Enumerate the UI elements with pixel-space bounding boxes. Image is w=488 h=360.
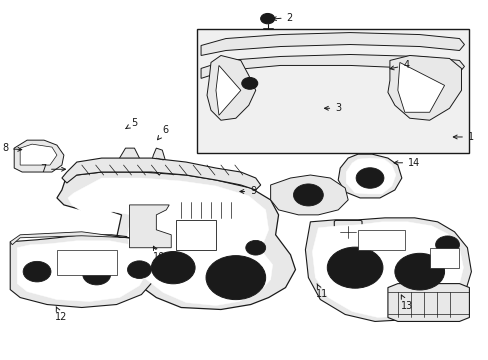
Text: 7: 7 xyxy=(40,164,65,174)
Polygon shape xyxy=(129,205,171,248)
Polygon shape xyxy=(10,232,156,250)
Circle shape xyxy=(435,236,459,253)
Text: 1: 1 xyxy=(452,132,473,142)
Circle shape xyxy=(264,17,270,21)
Polygon shape xyxy=(20,144,57,165)
Circle shape xyxy=(82,264,110,285)
Polygon shape xyxy=(312,222,463,318)
Polygon shape xyxy=(387,284,468,321)
Circle shape xyxy=(205,256,265,300)
Polygon shape xyxy=(201,32,464,55)
Polygon shape xyxy=(62,158,260,190)
Circle shape xyxy=(23,261,51,282)
Circle shape xyxy=(355,168,383,188)
Polygon shape xyxy=(201,54,464,78)
Circle shape xyxy=(394,253,444,290)
Circle shape xyxy=(241,77,257,89)
Text: 10: 10 xyxy=(153,246,165,262)
Polygon shape xyxy=(14,140,64,172)
FancyBboxPatch shape xyxy=(334,220,361,243)
Polygon shape xyxy=(346,158,395,194)
Circle shape xyxy=(293,184,323,206)
Text: 4: 4 xyxy=(389,60,408,70)
Text: 13: 13 xyxy=(400,295,412,311)
Text: 9: 9 xyxy=(240,186,256,197)
Circle shape xyxy=(151,252,195,284)
Bar xyxy=(197,28,468,153)
Polygon shape xyxy=(305,218,470,321)
Polygon shape xyxy=(151,148,165,175)
Polygon shape xyxy=(397,62,444,112)
Polygon shape xyxy=(429,248,459,268)
Polygon shape xyxy=(57,172,295,310)
Circle shape xyxy=(326,247,382,288)
Polygon shape xyxy=(387,55,461,120)
Polygon shape xyxy=(57,250,116,275)
Polygon shape xyxy=(270,175,347,215)
Text: 2: 2 xyxy=(272,13,292,23)
Circle shape xyxy=(246,81,252,86)
Polygon shape xyxy=(10,235,159,307)
Text: 3: 3 xyxy=(324,103,341,113)
Text: 5: 5 xyxy=(125,118,137,129)
Text: 14: 14 xyxy=(393,158,420,168)
Polygon shape xyxy=(119,148,139,172)
Text: 11: 11 xyxy=(315,284,327,299)
Polygon shape xyxy=(17,241,149,302)
Circle shape xyxy=(260,13,274,24)
Text: 12: 12 xyxy=(55,307,67,322)
Polygon shape xyxy=(176,220,216,250)
Polygon shape xyxy=(338,154,401,198)
Polygon shape xyxy=(68,178,272,306)
Polygon shape xyxy=(206,55,255,120)
Circle shape xyxy=(245,240,265,255)
Polygon shape xyxy=(357,230,404,250)
Polygon shape xyxy=(216,66,240,115)
Circle shape xyxy=(127,261,151,278)
Text: 6: 6 xyxy=(157,125,168,140)
Text: 8: 8 xyxy=(2,143,21,153)
